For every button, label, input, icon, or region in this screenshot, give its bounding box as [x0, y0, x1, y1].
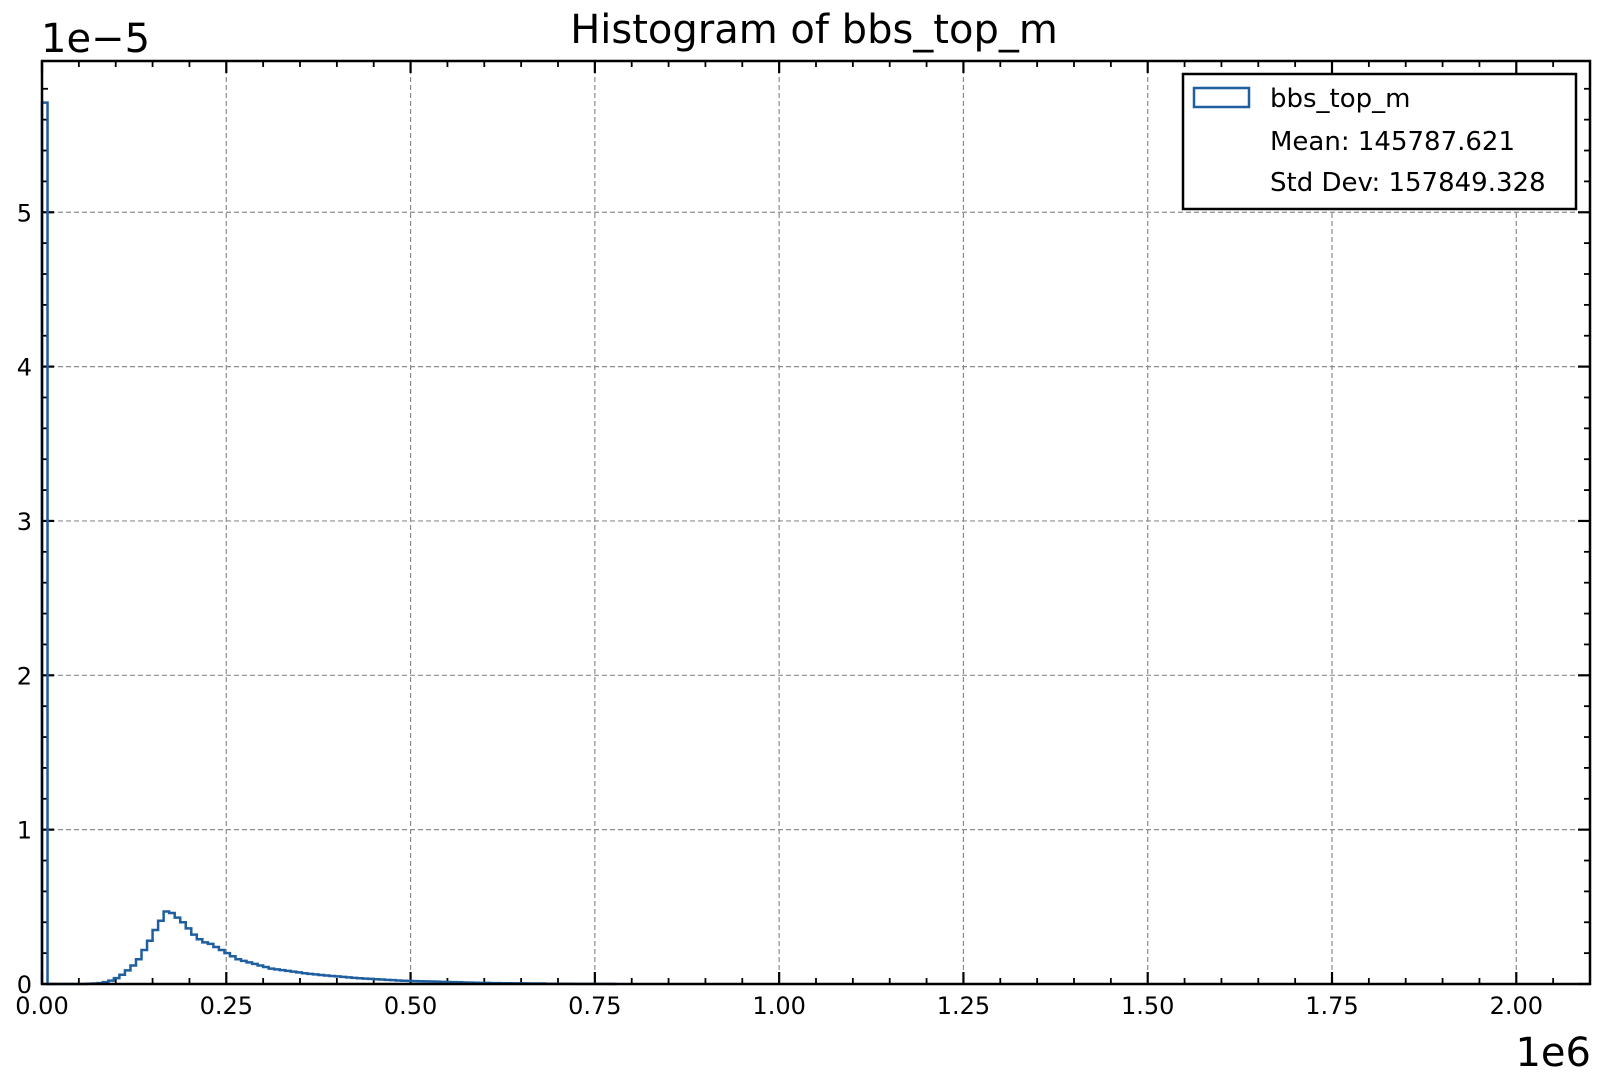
- y-tick-label: 3: [17, 508, 32, 536]
- x-tick-label: 0.25: [200, 992, 253, 1020]
- x-tick-label: 1.50: [1121, 992, 1174, 1020]
- legend-std-label: Std Dev: 157849.328: [1270, 168, 1546, 198]
- x-tick-label: 1.75: [1305, 992, 1358, 1020]
- x-tick-label: 0.50: [384, 992, 437, 1020]
- x-tick-labels: 0.00 0.25 0.50 0.75 1.00 1.25 1.50 1.75 2.00: [15, 992, 1543, 1020]
- chart-title: Histogram of bbs_top_m: [570, 7, 1058, 53]
- x-tick-label: 1.25: [937, 992, 990, 1020]
- x-tick-label: 0.75: [568, 992, 621, 1020]
- legend-swatch: [1192, 86, 1251, 109]
- y-tick-label: 2: [17, 662, 32, 690]
- x-tick-label: 2.00: [1490, 992, 1543, 1020]
- y-tick-label: 0: [17, 971, 32, 999]
- y-tick-labels: 0 1 2 3 4 5: [17, 199, 32, 999]
- y-tick-label: 1: [17, 817, 32, 845]
- legend-series-label: bbs_top_m: [1270, 84, 1411, 114]
- plot-frame: [40, 59, 1592, 986]
- x-tick-label: 1.00: [752, 992, 805, 1020]
- x-tick-label: 0.00: [15, 992, 68, 1020]
- y-axis-multiplier: 1e−5: [41, 16, 150, 62]
- y-tick-label: 5: [17, 199, 32, 227]
- y-tick-label: 4: [17, 354, 32, 382]
- grid-lines: [42, 61, 1590, 984]
- x-axis-multiplier: 1e6: [1515, 1030, 1591, 1076]
- legend-mean-label: Mean: 145787.621: [1270, 127, 1515, 157]
- legend: bbs_top_m Mean: 145787.621 Std Dev: 1578…: [1181, 72, 1578, 211]
